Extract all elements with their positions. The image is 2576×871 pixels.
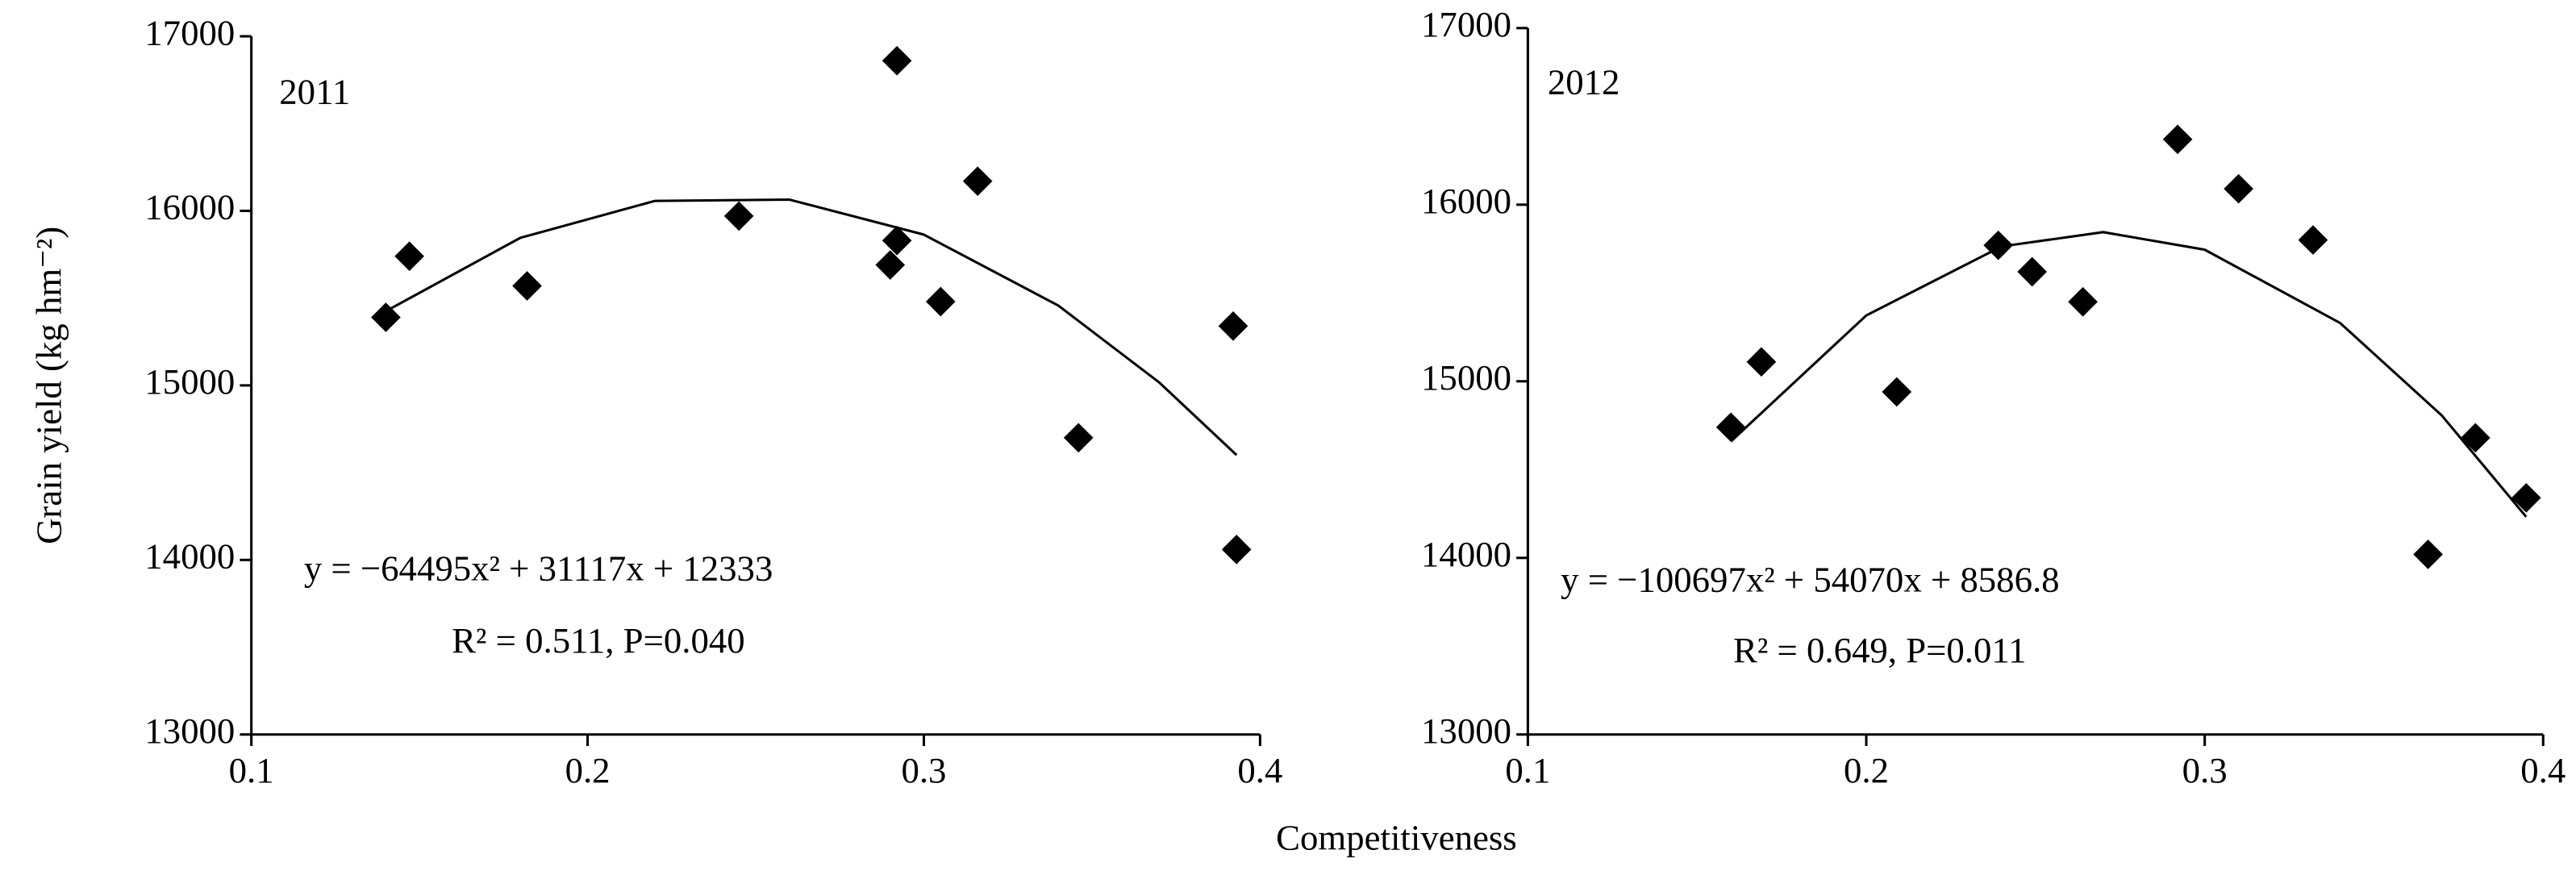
data-point	[1715, 412, 1746, 443]
x-axis-label: Competitiveness	[1276, 817, 1517, 857]
x-tick-label: 0.4	[1237, 750, 1282, 790]
data-point	[2413, 540, 2443, 569]
data-point	[371, 302, 401, 332]
y-tick-label: 15000	[1421, 357, 1511, 398]
y-tick-label: 14000	[1421, 534, 1511, 574]
data-point	[723, 201, 754, 231]
data-point	[2017, 256, 2047, 287]
data-point	[2162, 124, 2193, 155]
y-tick-label: 13000	[1421, 711, 1511, 751]
y-tick-label: 15000	[144, 361, 235, 402]
y-tick-label: 16000	[144, 187, 235, 227]
x-tick-label: 0.3	[2182, 750, 2228, 790]
annotation: R² = 0.511, P=0.040	[452, 620, 744, 661]
data-point	[2224, 173, 2253, 204]
y-axis-label: Grain yield (kg hm⁻²)	[28, 227, 69, 544]
y-tick-label: 16000	[1421, 181, 1511, 221]
annotation: R² = 0.649, P=0.011	[1733, 630, 2026, 670]
x-tick-label: 0.4	[2520, 750, 2566, 790]
y-tick-label: 17000	[1421, 4, 1511, 44]
data-point	[925, 286, 956, 317]
data-point	[882, 45, 912, 76]
data-point	[1746, 347, 1777, 377]
data-point	[1063, 423, 1094, 453]
data-point	[2068, 286, 2098, 317]
data-point	[1218, 310, 1248, 341]
fit-curve	[385, 198, 1238, 456]
data-point	[2298, 225, 2328, 255]
y-tick-label: 13000	[144, 711, 235, 751]
data-point	[2511, 482, 2541, 513]
fit-curve	[1730, 231, 2528, 518]
x-tick-label: 0.3	[901, 750, 946, 790]
data-point	[2461, 423, 2491, 453]
x-tick-label: 0.1	[229, 750, 274, 790]
x-tick-label: 0.2	[1844, 750, 1889, 790]
y-tick-label: 14000	[144, 536, 235, 577]
data-point	[875, 250, 906, 280]
x-tick-label: 0.1	[1505, 750, 1550, 790]
data-point	[1882, 377, 1912, 407]
panel-title: 2012	[1548, 61, 1620, 102]
data-point	[1221, 534, 1252, 565]
x-tick-label: 0.2	[565, 750, 611, 790]
annotation: y = −64495x² + 31117x + 12333	[304, 548, 773, 588]
y-tick-label: 17000	[144, 12, 235, 52]
data-point	[394, 241, 424, 272]
data-point	[1983, 230, 2014, 260]
panel-title: 2011	[279, 72, 350, 112]
annotation: y = −100697x² + 54070x + 8586.8	[1561, 560, 2059, 600]
data-point	[962, 166, 993, 196]
data-point	[512, 271, 542, 301]
